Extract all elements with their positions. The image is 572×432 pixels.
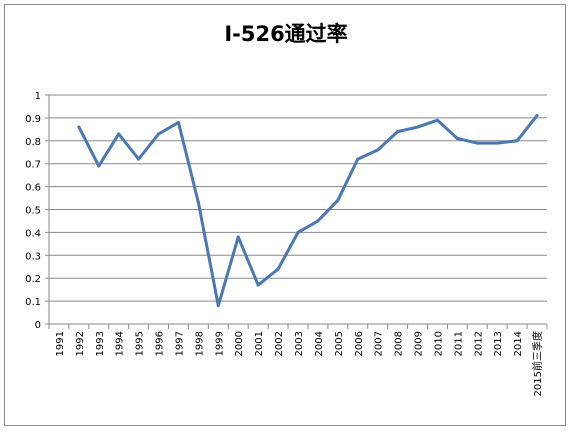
- x-tick-label-16: 2007: [374, 331, 385, 356]
- data-point-22: [495, 141, 499, 145]
- x-tick-label-5: 1996: [155, 331, 166, 356]
- data-point-12: [296, 230, 300, 234]
- x-tick-label-11: 2002: [274, 331, 285, 356]
- y-tick-label-8: 0.8: [25, 137, 41, 148]
- x-tick-label-8: 1999: [214, 331, 225, 356]
- data-point-13: [316, 219, 320, 223]
- data-point-17: [396, 130, 400, 134]
- x-tick-label-23: 2014: [513, 331, 524, 356]
- x-tick-labels: 1991 1992 1993 1994 1995 1996 1997 1998 1999 2000…: [55, 331, 544, 396]
- x-tick-label-3: 1994: [115, 331, 126, 356]
- x-tick-label-6: 1997: [174, 331, 185, 356]
- chart-title: I-526通过率: [224, 22, 348, 46]
- data-point-15: [356, 157, 360, 161]
- data-point-21: [475, 141, 479, 145]
- x-tick-label-10: 2001: [254, 331, 265, 356]
- x-tick-label-2: 1993: [95, 331, 106, 356]
- y-tick-labels: 0 0.1 0.2 0.3 0.4 0.5 0.6 0.7 0.8 0.9 1: [25, 91, 41, 331]
- series-line-0: [77, 114, 539, 308]
- data-point-4: [137, 157, 141, 161]
- data-point-20: [455, 137, 459, 141]
- chart-frame: [4, 4, 566, 426]
- y-tick-label-4: 0.4: [25, 228, 41, 239]
- data-point-16: [376, 148, 380, 152]
- x-tick-label-18: 2009: [414, 331, 425, 356]
- x-tick-label-15: 2006: [354, 331, 365, 356]
- data-point-5: [157, 132, 161, 136]
- x-tick-label-19: 2010: [433, 331, 444, 356]
- x-tick-label-22: 2013: [493, 331, 504, 356]
- x-tick-label-4: 1995: [135, 331, 146, 356]
- axes: [45, 94, 548, 329]
- x-tick-label-20: 2011: [453, 331, 464, 356]
- x-tick-label-17: 2008: [394, 331, 405, 356]
- x-tick-label-7: 1998: [194, 331, 205, 356]
- data-point-3: [117, 132, 121, 136]
- x-tick-label-13: 2004: [314, 331, 325, 356]
- x-tick-label-1: 1992: [75, 331, 86, 356]
- x-tick-label-24: 2015前三季度: [531, 331, 544, 396]
- data-point-23: [515, 139, 519, 143]
- x-tick-label-21: 2012: [473, 331, 484, 356]
- data-point-24: [535, 114, 539, 118]
- y-tick-label-6: 0.6: [25, 183, 41, 194]
- data-point-8: [216, 304, 220, 308]
- data-point-11: [276, 267, 280, 271]
- y-tick-label-5: 0.5: [25, 206, 41, 217]
- y-tick-label-0: 0: [35, 320, 41, 331]
- y-tick-label-1: 0.1: [25, 297, 41, 308]
- y-tick-label-9: 0.9: [25, 114, 41, 125]
- data-point-7: [196, 201, 200, 205]
- data-point-6: [176, 120, 180, 124]
- data-point-1: [77, 125, 81, 129]
- data-point-10: [256, 283, 260, 287]
- y-tick-label-3: 0.3: [25, 251, 41, 262]
- data-point-9: [236, 235, 240, 239]
- x-tick-label-0: 1991: [55, 331, 66, 356]
- x-tick-label-14: 2005: [334, 331, 345, 356]
- y-tick-label-7: 0.7: [25, 160, 41, 171]
- x-tick-label-9: 2000: [234, 331, 245, 356]
- grid-lines: [49, 94, 547, 302]
- data-point-18: [416, 125, 420, 129]
- series-layer: [77, 114, 539, 308]
- data-point-2: [97, 164, 101, 168]
- data-point-14: [336, 198, 340, 202]
- y-tick-label-10: 1: [35, 91, 41, 102]
- y-tick-label-2: 0.2: [25, 274, 41, 285]
- x-tick-label-12: 2003: [294, 331, 305, 356]
- data-point-19: [435, 118, 439, 122]
